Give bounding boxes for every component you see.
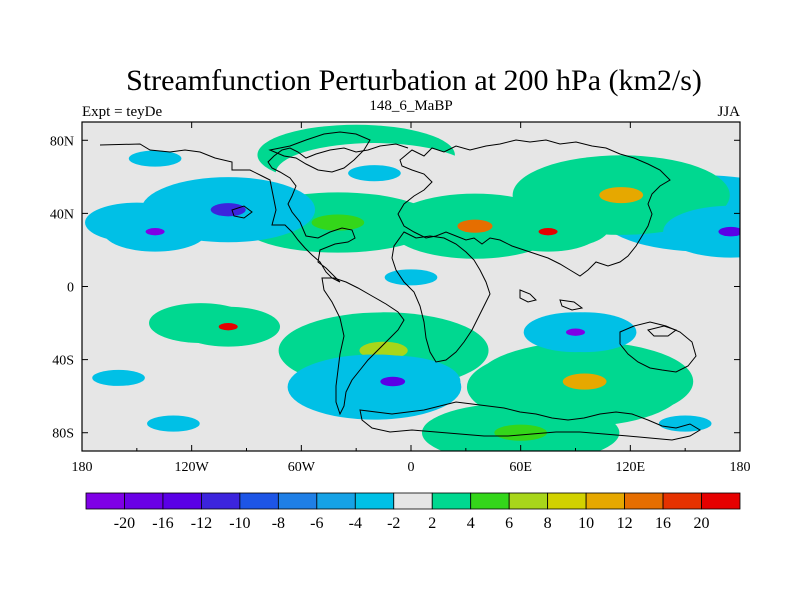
coast-africa bbox=[391, 231, 491, 363]
contour-core bbox=[218, 323, 238, 331]
contour-core bbox=[384, 269, 438, 286]
contour-core bbox=[128, 150, 182, 167]
coast-islands bbox=[231, 205, 678, 337]
anomaly-feature bbox=[82, 393, 273, 451]
colorbar-label: 20 bbox=[694, 515, 710, 532]
contour-core bbox=[494, 424, 547, 441]
axis-ticks: 180 120W 60W 0 60E 120E 180 80N 40N 0 40S 80S bbox=[50, 122, 751, 475]
x-tick-label: 180 bbox=[72, 460, 93, 475]
contour-core bbox=[210, 203, 246, 217]
contour-band bbox=[82, 347, 218, 409]
colorbar-label: 6 bbox=[505, 515, 513, 532]
coast-greenland bbox=[268, 131, 371, 173]
anomaly-feature bbox=[496, 211, 600, 252]
x-tick-label: 60W bbox=[288, 460, 316, 475]
anomaly-feature bbox=[103, 211, 207, 252]
chart-title: Streamfunction Perturbation at 200 hPa (… bbox=[126, 64, 702, 97]
subtitle-left: Expt = teyDe bbox=[82, 104, 162, 120]
x-tick-label: 180 bbox=[730, 460, 751, 475]
colorbar-box bbox=[85, 492, 125, 510]
colorbar-box bbox=[124, 492, 164, 510]
colorbar-box bbox=[354, 492, 395, 510]
colorbar-box bbox=[393, 492, 433, 510]
colorbar-box bbox=[470, 492, 510, 510]
colorbar-label: -2 bbox=[387, 515, 400, 532]
anomaly-feature bbox=[663, 205, 740, 258]
y-tick-label: 40S bbox=[52, 354, 74, 369]
colorbar-box bbox=[431, 492, 472, 510]
colorbar-box bbox=[508, 492, 549, 510]
colorbar-box bbox=[585, 492, 625, 510]
colorbar-label: 2 bbox=[428, 515, 436, 532]
colorbar-box bbox=[239, 492, 279, 510]
subtitle-right: JJA bbox=[717, 104, 740, 120]
contour-core bbox=[311, 214, 365, 231]
colorbar-box bbox=[162, 492, 202, 510]
colorbar-box bbox=[547, 492, 587, 510]
subtitle-center: 148_6_MaBP bbox=[369, 98, 452, 114]
y-tick-label: 40N bbox=[50, 207, 74, 222]
colorbar-label: -4 bbox=[349, 515, 362, 532]
contour-core bbox=[538, 228, 558, 236]
x-tick-label: 120W bbox=[175, 460, 210, 475]
colorbar-label: -10 bbox=[229, 515, 250, 532]
anomaly-feature bbox=[476, 341, 694, 422]
y-tick-label: 0 bbox=[67, 281, 74, 296]
coast-eurasia bbox=[397, 139, 671, 277]
anomaly-feature bbox=[82, 347, 218, 409]
contour-core bbox=[565, 328, 586, 336]
colorbar-box bbox=[662, 492, 702, 510]
colorbar-box bbox=[277, 492, 318, 510]
anomaly-feature bbox=[82, 128, 254, 189]
colorbar-box bbox=[316, 492, 356, 510]
colorbar: -20 -16 -12 -10 -8 -6 -4 -2 2 4 6 8 10 12 16 20 bbox=[85, 492, 741, 532]
anomaly-feature bbox=[312, 247, 510, 308]
coast-australia bbox=[619, 321, 697, 373]
x-tick-label: 60E bbox=[509, 460, 532, 475]
colorbar-label: -20 bbox=[114, 515, 135, 532]
anomaly-feature bbox=[275, 143, 474, 204]
contour-core bbox=[658, 415, 712, 432]
contour-core bbox=[92, 369, 145, 386]
y-tick-label: 80S bbox=[52, 427, 74, 442]
coast-antarctica bbox=[359, 401, 701, 441]
colorbar-label: 4 bbox=[467, 515, 475, 532]
contour-core bbox=[457, 219, 493, 233]
contour-core bbox=[718, 226, 740, 237]
contour-band bbox=[663, 205, 740, 258]
colorbar-label: -8 bbox=[272, 515, 285, 532]
contour-core bbox=[380, 376, 406, 387]
contour-core bbox=[145, 228, 165, 236]
colorbar-label: 8 bbox=[544, 515, 552, 532]
colorbar-box bbox=[201, 492, 241, 510]
contour-core bbox=[562, 373, 607, 390]
colorbar-label: 16 bbox=[655, 515, 671, 532]
coast-south-america bbox=[321, 277, 405, 416]
y-tick-label: 80N bbox=[50, 134, 74, 149]
colorbar-label: 10 bbox=[578, 515, 594, 532]
colorbar-label: -6 bbox=[310, 515, 323, 532]
colorbar-box bbox=[624, 492, 664, 510]
contour-core bbox=[348, 165, 401, 182]
anomaly-feature bbox=[324, 355, 461, 408]
colorbar-label: 12 bbox=[617, 515, 633, 532]
coast-north-america bbox=[99, 143, 409, 283]
anomaly-feature bbox=[586, 393, 740, 451]
x-tick-label: 0 bbox=[408, 460, 415, 475]
x-tick-label: 120E bbox=[616, 460, 646, 475]
colorbar-label: -12 bbox=[191, 515, 212, 532]
coastline-overlay bbox=[99, 131, 701, 441]
contour-core bbox=[147, 415, 200, 432]
contour-field bbox=[82, 122, 740, 451]
contour-core bbox=[599, 187, 644, 204]
colorbar-box bbox=[701, 492, 741, 510]
anomaly-feature bbox=[523, 312, 628, 353]
anomaly-feature bbox=[176, 306, 281, 347]
colorbar-label: -16 bbox=[152, 515, 173, 532]
